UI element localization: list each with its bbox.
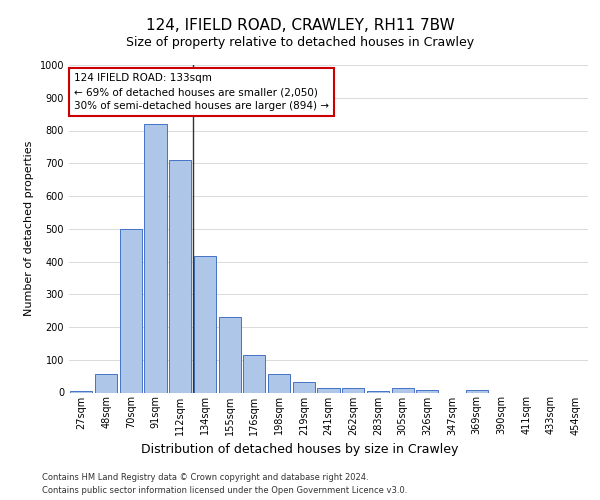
Bar — [367, 391, 389, 392]
Bar — [466, 390, 488, 392]
Bar — [342, 388, 364, 392]
Text: 124, IFIELD ROAD, CRAWLEY, RH11 7BW: 124, IFIELD ROAD, CRAWLEY, RH11 7BW — [146, 18, 454, 32]
Text: Size of property relative to detached houses in Crawley: Size of property relative to detached ho… — [126, 36, 474, 49]
Y-axis label: Number of detached properties: Number of detached properties — [24, 141, 34, 316]
Text: 124 IFIELD ROAD: 133sqm
← 69% of detached houses are smaller (2,050)
30% of semi: 124 IFIELD ROAD: 133sqm ← 69% of detache… — [74, 73, 329, 111]
Bar — [268, 374, 290, 392]
Bar — [243, 355, 265, 393]
Text: Distribution of detached houses by size in Crawley: Distribution of detached houses by size … — [142, 442, 458, 456]
Bar — [95, 374, 117, 392]
Bar — [218, 317, 241, 392]
Bar — [392, 388, 414, 392]
Bar — [416, 390, 439, 392]
Text: Contains HM Land Registry data © Crown copyright and database right 2024.: Contains HM Land Registry data © Crown c… — [42, 472, 368, 482]
Bar — [194, 256, 216, 392]
Bar — [293, 382, 315, 392]
Text: Contains public sector information licensed under the Open Government Licence v3: Contains public sector information licen… — [42, 486, 407, 495]
Bar — [169, 160, 191, 392]
Bar — [145, 124, 167, 392]
Bar — [119, 229, 142, 392]
Bar — [70, 391, 92, 392]
Bar — [317, 388, 340, 392]
